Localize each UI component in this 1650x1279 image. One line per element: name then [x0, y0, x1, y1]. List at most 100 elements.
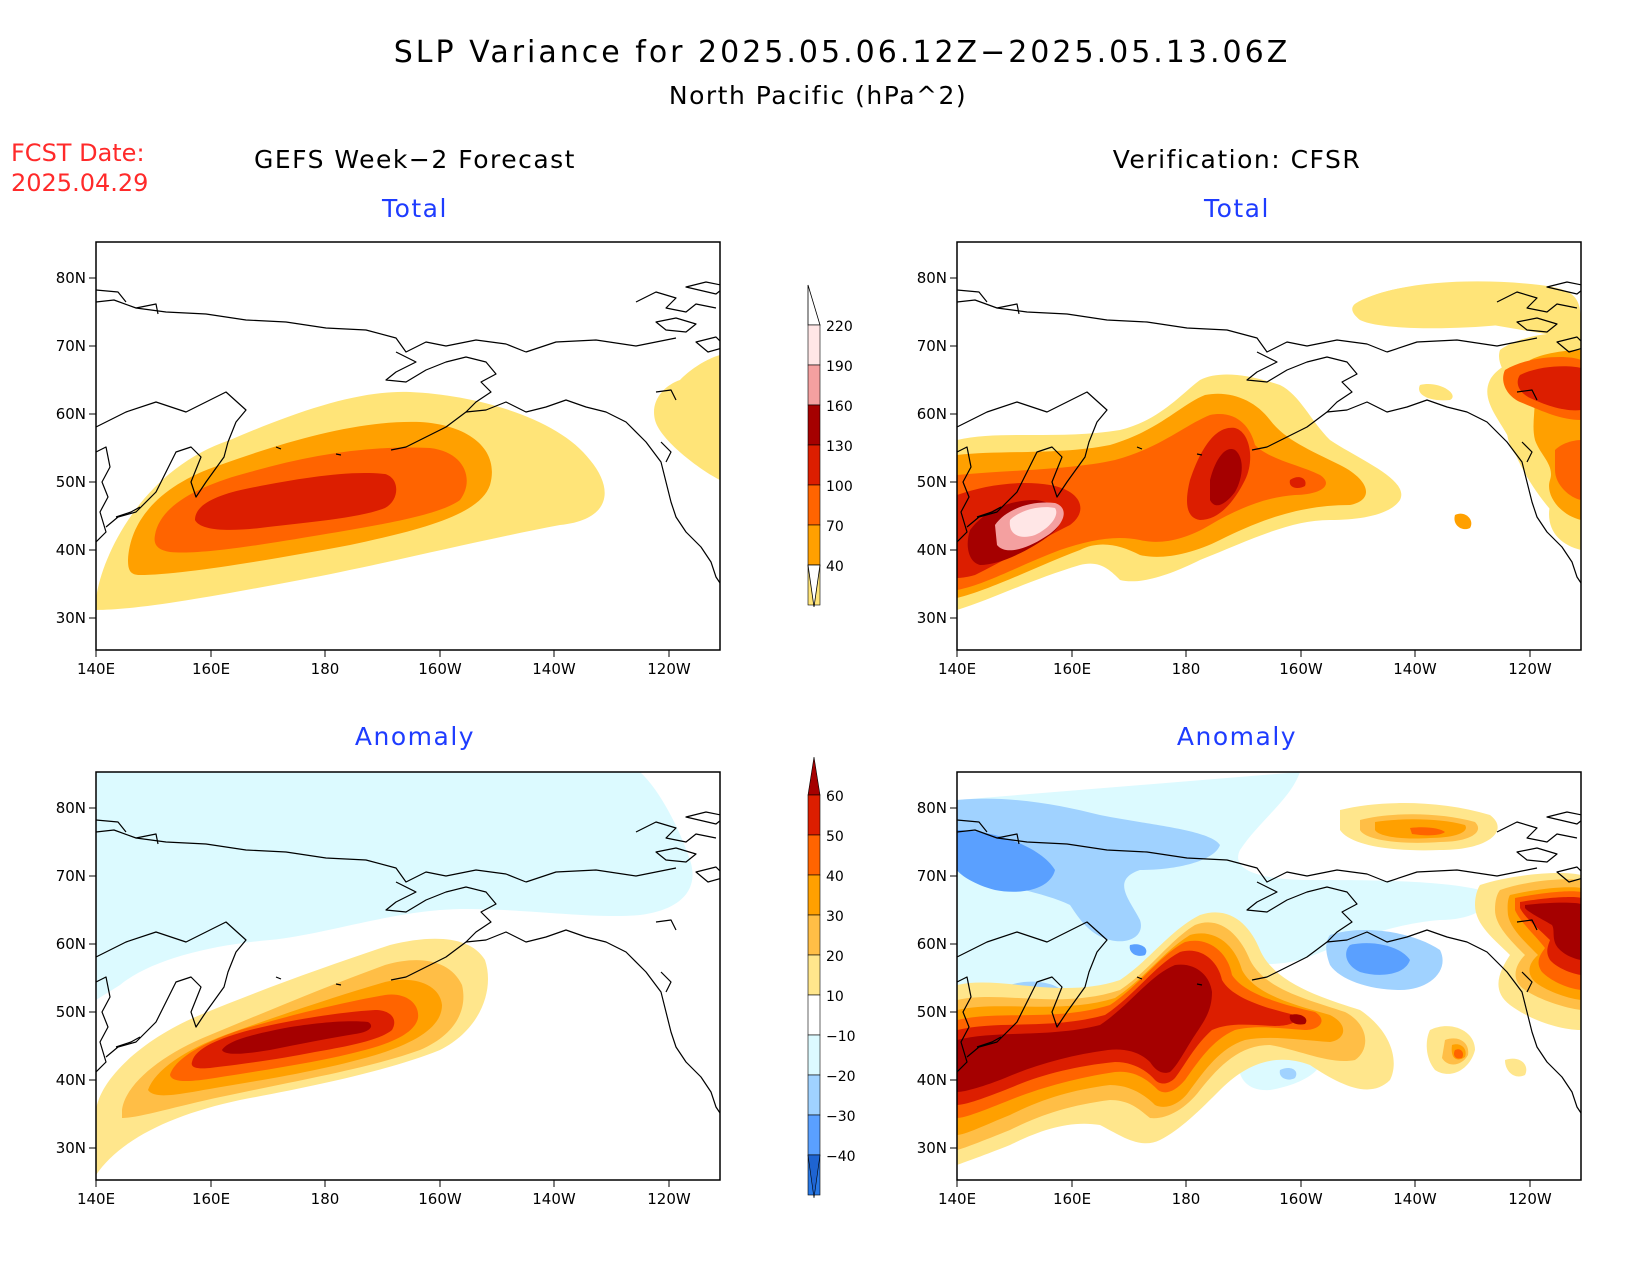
lon-tick-label: 140W — [532, 1190, 576, 1208]
lat-tick-label: 70N — [917, 867, 947, 885]
lat-tick-label: 70N — [56, 337, 86, 355]
lon-tick-label: 140E — [938, 1190, 976, 1208]
colorbar-total-swatch — [807, 444, 821, 486]
right-column-title: Verification: CFSR — [1113, 145, 1361, 174]
lon-tick-label: 160E — [1053, 1190, 1091, 1208]
colorbar-anomaly-label: −20 — [826, 1069, 856, 1085]
colorbar-anomaly-label: −40 — [826, 1149, 856, 1165]
lat-tick-label: 30N — [56, 609, 86, 627]
colorbar-anomaly-label: −10 — [826, 1029, 856, 1045]
lon-tick-label: 160W — [1279, 1190, 1323, 1208]
panel-title-verification-total: Total — [1203, 194, 1270, 223]
colorbar-total-swatch — [807, 524, 821, 566]
colorbar-total: 220 190 160 130 100 70 40 — [807, 284, 853, 608]
lat-tick-label: 80N — [917, 799, 947, 817]
colorbar-anomaly-label: 40 — [826, 869, 844, 885]
lon-tick-label: 140E — [77, 1190, 115, 1208]
colorbar-total-swatch — [807, 404, 821, 446]
colorbar-anomaly-top-arrow — [807, 756, 821, 796]
colorbar-total-swatch — [807, 484, 821, 526]
colorbar-anomaly-label: 10 — [826, 989, 844, 1005]
colorbar-total-top-arrow — [807, 284, 821, 326]
lon-tick-label: 160W — [1279, 660, 1323, 678]
lat-tick-label: 50N — [56, 1003, 86, 1021]
colorbar-anomaly-swatch — [807, 994, 821, 1036]
lat-tick-label: 70N — [917, 337, 947, 355]
colorbar-anomaly-label: 20 — [826, 949, 844, 965]
lat-tick-label: 60N — [56, 405, 86, 423]
map-verification-anomaly — [956, 771, 1582, 1181]
lat-tick-label: 30N — [56, 1139, 86, 1157]
colorbar-anomaly-label: 50 — [826, 829, 844, 845]
lat-tick-label: 40N — [56, 541, 86, 559]
map-verification-total — [956, 241, 1582, 651]
colorbar-anomaly-swatch — [807, 834, 821, 876]
lon-tick-label: 160E — [192, 1190, 230, 1208]
lon-tick-label: 140E — [77, 660, 115, 678]
panel-title-forecast-total: Total — [381, 194, 448, 223]
colorbar-total-label: 130 — [826, 439, 853, 455]
colorbar-anomaly-swatch — [807, 954, 821, 996]
colorbar-anomaly: 60 50 40 30 20 10 −10 −20 −30 −40 — [807, 756, 856, 1199]
figure-subtitle: North Pacific (hPa^2) — [669, 81, 967, 110]
lon-tick-label: 180 — [311, 660, 340, 678]
colorbar-total-swatch — [807, 324, 821, 366]
map-forecast-total — [95, 241, 721, 651]
colorbar-anomaly-label: −30 — [826, 1109, 856, 1125]
colorbar-total-label: 220 — [826, 319, 853, 335]
map-forecast-anomaly — [95, 771, 721, 1181]
lat-tick-label: 50N — [917, 473, 947, 491]
colorbar-anomaly-label: 30 — [826, 909, 844, 925]
lon-tick-label: 120W — [1508, 1190, 1552, 1208]
colorbar-total-label: 40 — [826, 559, 844, 575]
colorbar-total-swatch — [807, 364, 821, 406]
colorbar-total-label: 70 — [826, 519, 844, 535]
lat-tick-label: 50N — [56, 473, 86, 491]
colorbar-anomaly-swatch — [807, 914, 821, 956]
colorbar-total-bottom-arrow — [807, 564, 821, 608]
lon-tick-label: 140E — [938, 660, 976, 678]
lon-tick-label: 180 — [1172, 1190, 1201, 1208]
lat-tick-label: 50N — [917, 1003, 947, 1021]
colorbar-anomaly-swatch — [807, 1074, 821, 1116]
lon-tick-label: 140W — [532, 660, 576, 678]
lon-tick-label: 160E — [192, 660, 230, 678]
lat-tick-label: 60N — [56, 935, 86, 953]
lat-tick-label: 30N — [917, 609, 947, 627]
lon-tick-label: 120W — [647, 660, 691, 678]
lat-tick-label: 40N — [917, 541, 947, 559]
lat-tick-label: 80N — [917, 269, 947, 287]
lat-tick-label: 60N — [917, 935, 947, 953]
panel-title-forecast-anomaly: Anomaly — [355, 722, 475, 751]
lon-tick-label: 160E — [1053, 660, 1091, 678]
panel-title-verification-anomaly: Anomaly — [1177, 722, 1297, 751]
lon-tick-label: 180 — [311, 1190, 340, 1208]
lon-tick-label: 180 — [1172, 660, 1201, 678]
colorbar-anomaly-swatch — [807, 794, 821, 836]
colorbar-total-label: 190 — [826, 359, 853, 375]
lon-tick-label: 160W — [418, 660, 462, 678]
lon-tick-label: 160W — [418, 1190, 462, 1208]
fcst-date-value: 2025.04.29 — [11, 169, 148, 197]
lat-tick-label: 70N — [56, 867, 86, 885]
map-axes: 80N 70N 60N 50N 40N 30N 140E 160E 180 160W 140W 120… — [56, 269, 1552, 1208]
colorbar-anomaly-swatch — [807, 1114, 821, 1156]
colorbar-anomaly-swatch — [807, 1034, 821, 1076]
colorbar-anomaly-bottom-arrow — [807, 1154, 821, 1199]
lat-tick-label: 40N — [56, 1071, 86, 1089]
colorbar-total-label: 100 — [826, 479, 853, 495]
left-column-title: GEFS Week−2 Forecast — [254, 145, 576, 174]
colorbar-total-label: 160 — [826, 399, 853, 415]
figure-title: SLP Variance for 2025.05.06.12Z−2025.05.… — [394, 35, 1291, 70]
lat-tick-label: 60N — [917, 405, 947, 423]
lon-tick-label: 120W — [1508, 660, 1552, 678]
lat-tick-label: 80N — [56, 799, 86, 817]
lon-tick-label: 140W — [1393, 1190, 1437, 1208]
lat-tick-label: 40N — [917, 1071, 947, 1089]
colorbar-anomaly-swatch — [807, 874, 821, 916]
lat-tick-label: 80N — [56, 269, 86, 287]
fcst-date-label: FCST Date: — [11, 139, 145, 167]
lon-tick-label: 120W — [647, 1190, 691, 1208]
lon-tick-label: 140W — [1393, 660, 1437, 678]
